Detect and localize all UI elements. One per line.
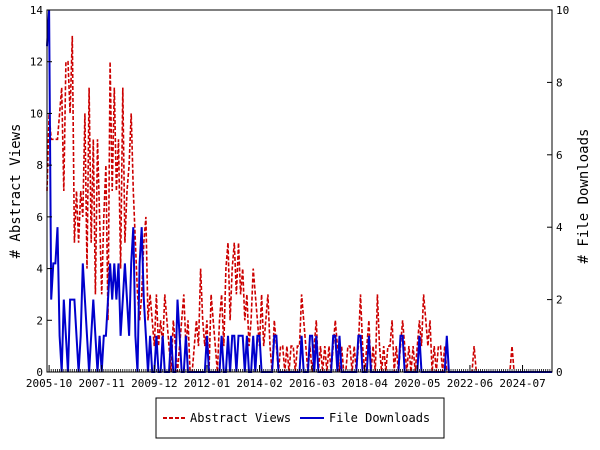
y-tick-label-right: 10 <box>556 4 569 17</box>
y-tick-label-left: 2 <box>36 314 43 327</box>
x-tick-label: 2016-03 <box>289 377 335 390</box>
y-tick-label-right: 0 <box>556 366 563 379</box>
x-tick-label: 2018-04 <box>342 377 389 390</box>
y-tick-label-left: 12 <box>30 56 43 69</box>
x-tick-label: 2009-12 <box>131 377 177 390</box>
y-axis-title-right: # File Downloads <box>576 129 592 264</box>
legend-label-file-downloads: File Downloads <box>329 411 430 425</box>
legend: Abstract Views File Downloads <box>155 397 445 439</box>
y-tick-label-right: 4 <box>556 221 563 234</box>
x-tick-label: 2022-06 <box>447 377 493 390</box>
y-tick-label-left: 10 <box>30 107 43 120</box>
axes-layer: 0 2 4 6 8 10 12 14 0 2 4 6 8 10 2005-10 2007-11 2009-12 2… <box>26 4 569 390</box>
y-tick-label-left: 14 <box>30 4 44 17</box>
y-axis-title-left: # Abstract Views <box>8 124 24 259</box>
y-tick-label-left: 4 <box>36 263 43 276</box>
legend-label-abstract-views: Abstract Views <box>190 411 291 425</box>
x-tick-label: 2024-07 <box>499 377 545 390</box>
x-tick-label: 2012-01 <box>184 377 230 390</box>
y-tick-label-right: 8 <box>556 76 563 89</box>
y-tick-label-right: 6 <box>556 149 563 162</box>
y-tick-label-left: 6 <box>36 211 43 224</box>
y-tick-label-right: 2 <box>556 294 563 307</box>
y-tick-label-left: 8 <box>36 159 43 172</box>
x-tick-label: 2005-10 <box>26 377 72 390</box>
y-tick-label-left: 0 <box>36 366 43 379</box>
x-tick-label: 2007-11 <box>79 377 125 390</box>
x-tick-label: 2014-02 <box>236 377 282 390</box>
x-tick-label: 2020-05 <box>394 377 440 390</box>
